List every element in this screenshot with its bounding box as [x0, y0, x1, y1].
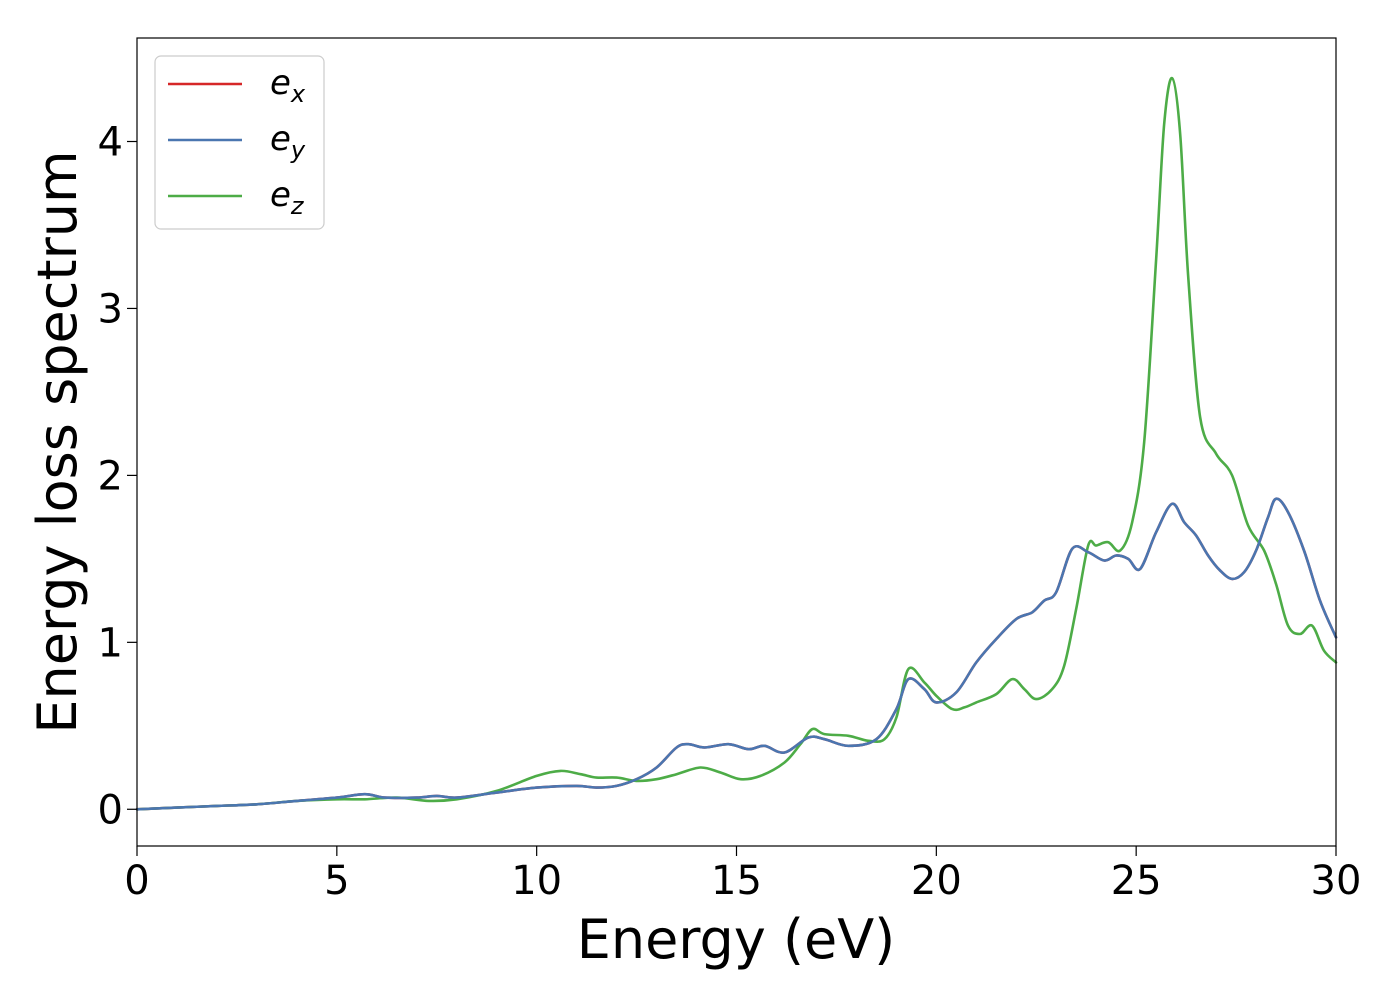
plot-series-group	[135, 76, 1338, 811]
y-axis-ticks: 0 1 2 3 4	[98, 120, 137, 833]
legend-entry-ey: ey	[270, 119, 306, 164]
legend-entry-ex: ex	[270, 63, 306, 108]
series-line-ex	[135, 497, 1338, 811]
x-tick-label: 20	[911, 858, 962, 904]
y-tick-label: 2	[98, 453, 123, 499]
series-line-ey	[135, 497, 1338, 811]
y-tick-label: 1	[98, 620, 123, 666]
y-tick-label: 3	[98, 286, 123, 332]
x-axis-ticks: 0 5 10 15 20 25 30	[124, 846, 1361, 904]
legend-box	[154, 55, 325, 230]
x-tick-label: 10	[511, 858, 562, 904]
series-line-ez	[135, 76, 1338, 811]
x-tick-label: 5	[324, 858, 349, 904]
x-axis-label: Energy (eV)	[577, 908, 896, 971]
y-tick-label: 4	[98, 120, 123, 166]
y-axis-label: Energy loss spectrum	[26, 150, 89, 733]
x-tick-label: 15	[711, 858, 762, 904]
x-tick-label: 0	[124, 858, 149, 904]
y-tick-label: 0	[98, 787, 123, 833]
x-tick-label: 30	[1311, 858, 1362, 904]
x-tick-label: 25	[1111, 858, 1162, 904]
